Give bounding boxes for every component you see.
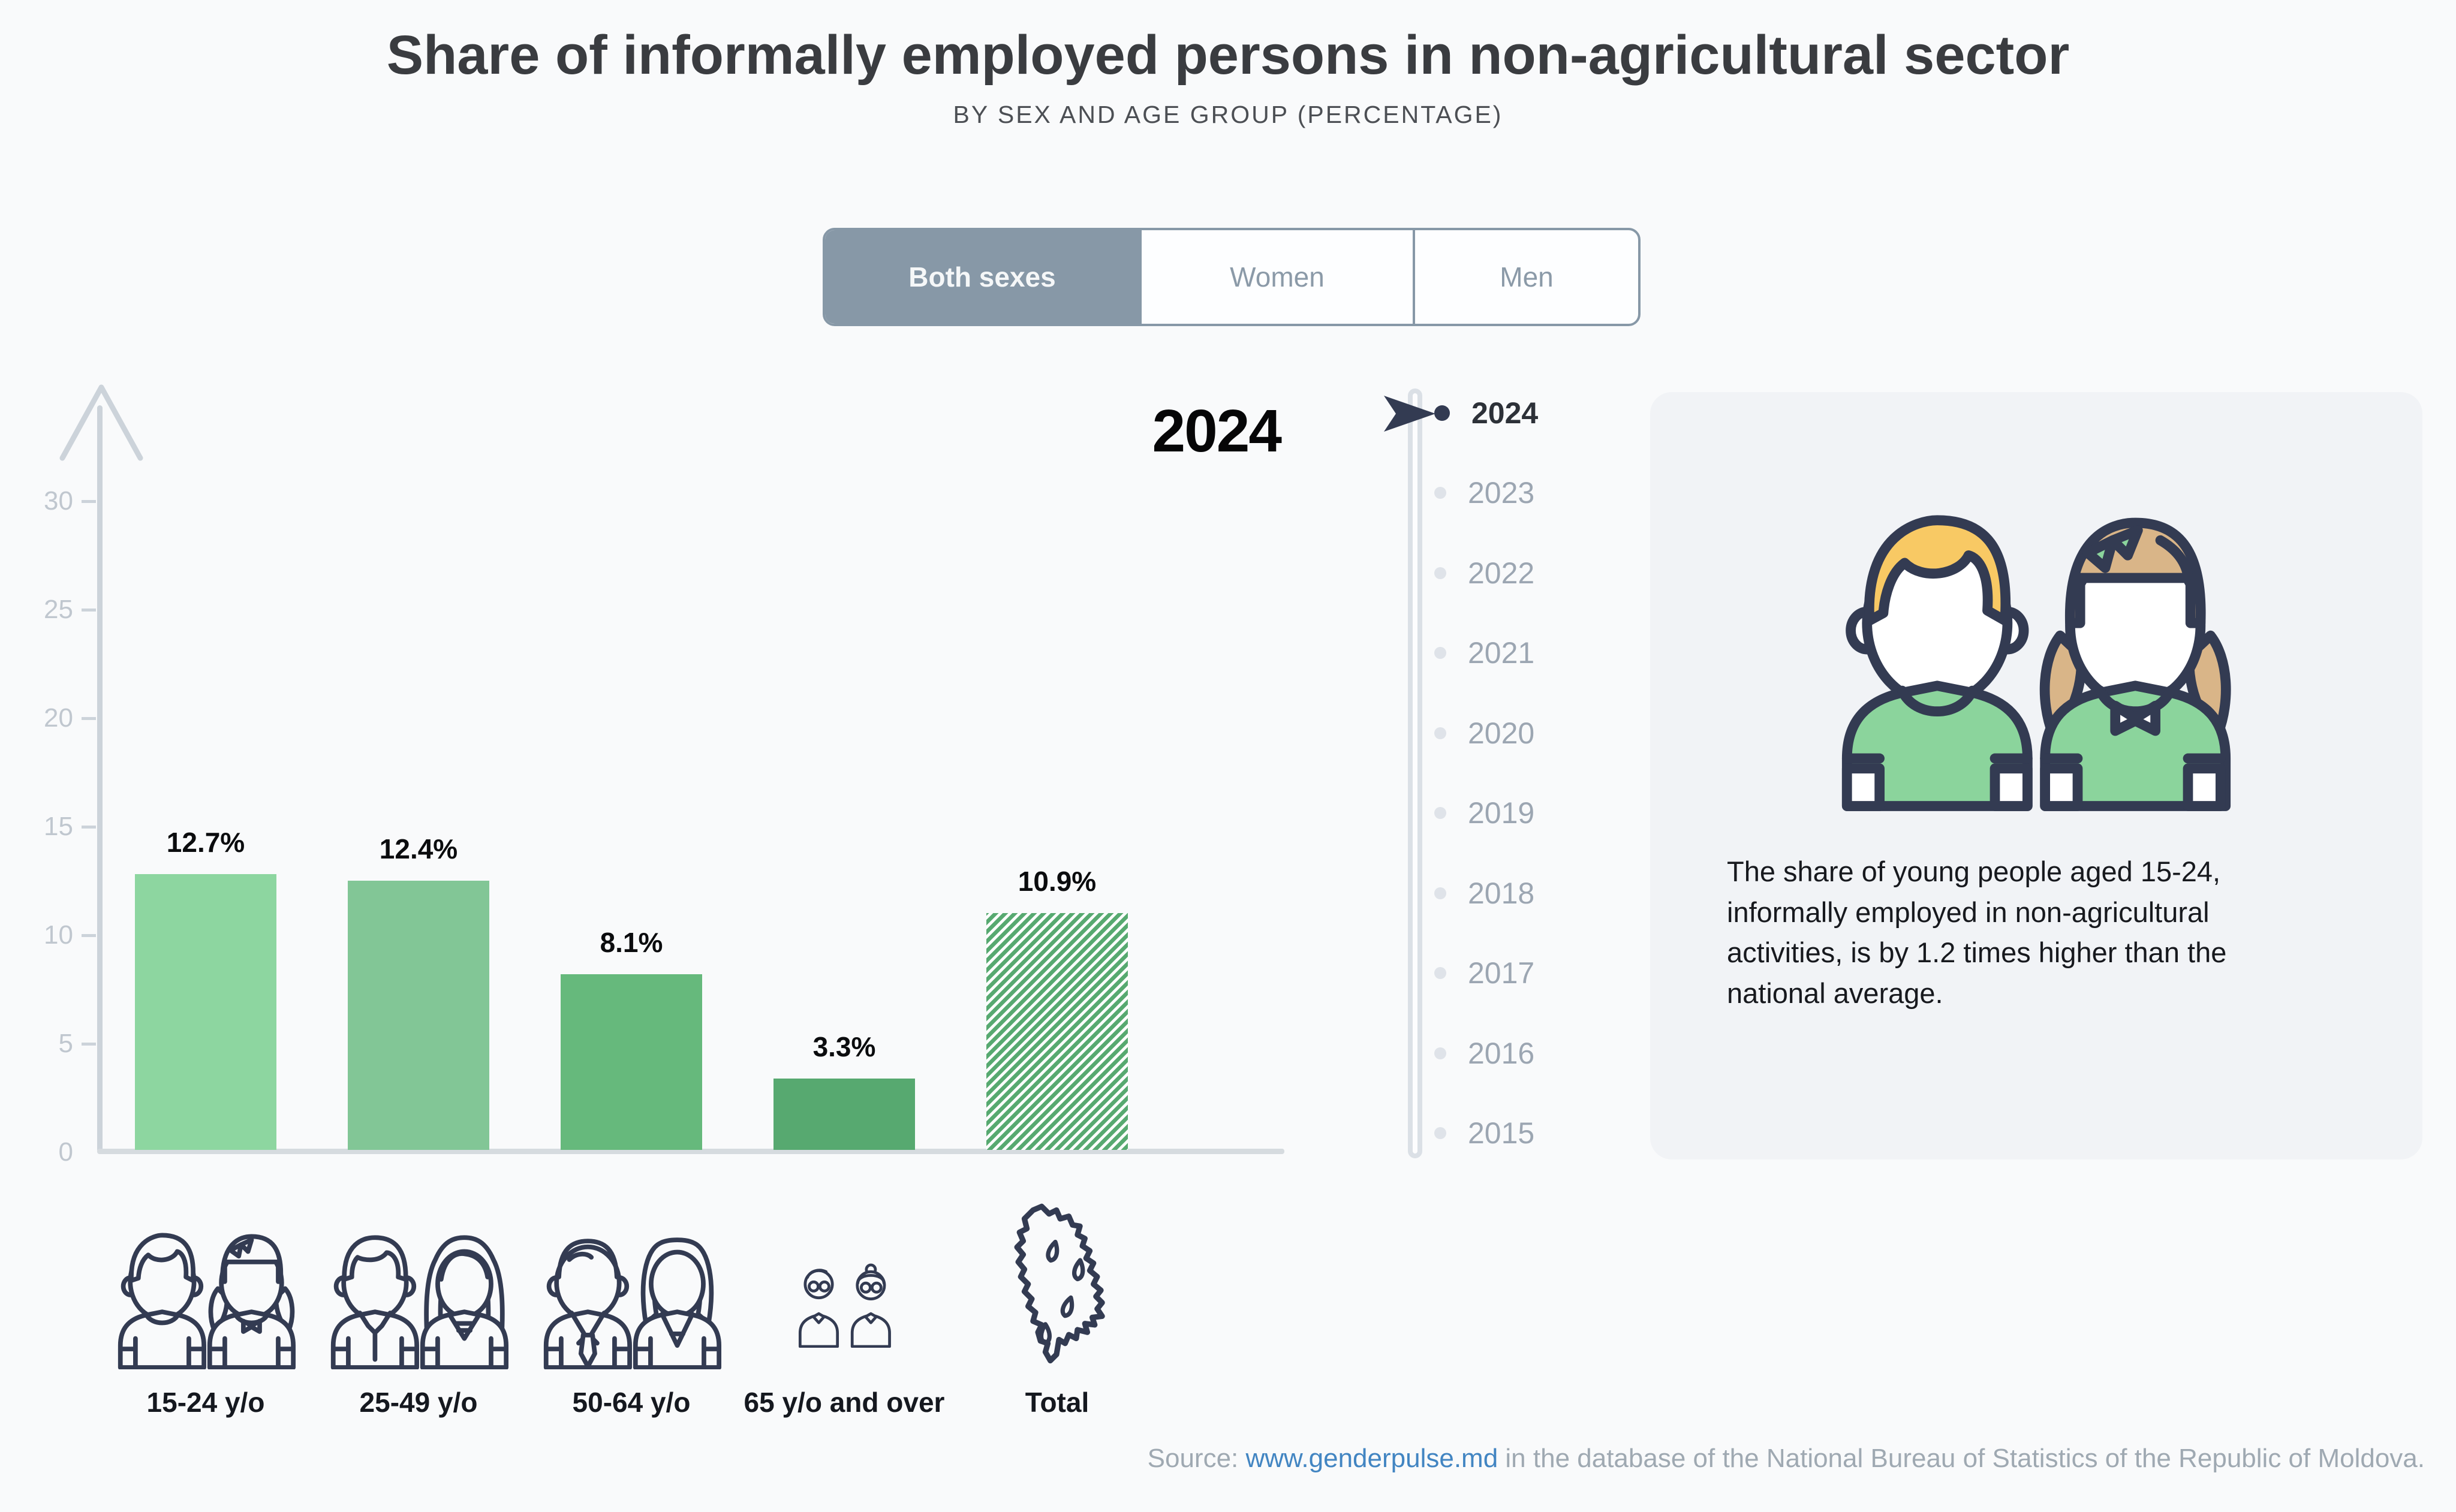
category-label-50-64: 50-64 y/o: [572, 1387, 691, 1418]
adult-pair-icon: [323, 1194, 514, 1369]
year-dot: [1434, 1047, 1446, 1059]
page-subtitle: BY SEX AND AGE GROUP (PERCENTAGE): [953, 101, 1503, 128]
year-dot: [1434, 887, 1446, 899]
elderly-pair-icon: [748, 1194, 940, 1369]
insight-panel: The share of young people aged 15-24, in…: [1650, 392, 2422, 1159]
year-item-2024[interactable]: 2024: [1434, 393, 1538, 433]
category-label-15-24: 15-24 y/o: [146, 1387, 265, 1418]
year-item-2022[interactable]: 2022: [1434, 553, 1534, 594]
year-item-2020[interactable]: 2020: [1434, 713, 1534, 754]
bar-25-49-yo: [348, 881, 489, 1150]
toggle-women[interactable]: Women: [1139, 230, 1413, 324]
year-dot: [1434, 567, 1446, 579]
moldova-map-icon: [961, 1194, 1153, 1369]
year-item-2023[interactable]: 2023: [1434, 472, 1534, 513]
category-label-total: Total: [1025, 1387, 1089, 1418]
y-tick-label: 5: [58, 1029, 73, 1058]
current-year-heading: 2024: [1152, 397, 1282, 465]
insight-text: The share of young people aged 15-24, in…: [1727, 856, 2227, 1010]
y-tick-label: 30: [44, 486, 73, 516]
y-tick-label: 0: [58, 1137, 73, 1167]
bar-value-label: 8.1%: [600, 927, 663, 958]
page-title: Share of informally employed persons in …: [386, 25, 2070, 86]
young-people-illustration: [1841, 515, 2231, 811]
y-axis-line: [97, 405, 103, 1152]
toggle-both-sexes[interactable]: Both sexes: [825, 230, 1139, 324]
bar-15-24-yo: [135, 874, 276, 1150]
y-tick: [82, 500, 96, 503]
y-tick: [82, 934, 96, 937]
year-item-2017[interactable]: 2017: [1434, 953, 1534, 993]
y-tick-label: 10: [44, 920, 73, 950]
year-dot: [1434, 405, 1450, 421]
category-label-25-49: 25-49 y/o: [359, 1387, 478, 1418]
y-tick: [82, 717, 96, 720]
year-dot: [1434, 967, 1446, 979]
bar-total-hatched: [986, 913, 1128, 1150]
y-tick: [82, 609, 96, 612]
y-tick-label: 15: [44, 812, 73, 841]
year-dot: [1434, 1127, 1446, 1139]
toggle-men[interactable]: Men: [1413, 230, 1638, 324]
bar-value-label: 12.7%: [166, 827, 245, 858]
sex-toggle: Both sexes Women Men: [823, 228, 1641, 326]
year-dot: [1434, 647, 1446, 659]
x-axis-line: [97, 1149, 1284, 1154]
source-link[interactable]: www.genderpulse.md: [1245, 1444, 1498, 1473]
y-tick: [82, 826, 96, 829]
category-label-65-over: 65 y/o and over: [744, 1387, 945, 1418]
senior-pair-icon: [535, 1194, 727, 1369]
year-dot: [1434, 727, 1446, 739]
year-item-2016[interactable]: 2016: [1434, 1033, 1534, 1074]
y-tick: [82, 1043, 96, 1046]
year-item-2019[interactable]: 2019: [1434, 793, 1534, 833]
source-line: Source: www.genderpulse.md in the databa…: [1148, 1444, 2425, 1474]
y-tick-label: 20: [44, 703, 73, 733]
timeline-track[interactable]: [1408, 388, 1422, 1158]
bar-value-label: 3.3%: [812, 1031, 876, 1062]
bar-value-label: 10.9%: [1018, 866, 1097, 897]
y-tick-label: 25: [44, 595, 73, 624]
bar-value-label: 12.4%: [379, 833, 458, 865]
year-item-2021[interactable]: 2021: [1434, 632, 1534, 673]
timeline-arrow-icon: [1384, 396, 1435, 432]
young-pair-icon: [110, 1194, 302, 1369]
year-item-2015[interactable]: 2015: [1434, 1113, 1534, 1153]
year-dot: [1434, 487, 1446, 499]
year-dot: [1434, 807, 1446, 819]
y-axis-arrow-icon: [59, 384, 143, 461]
source-prefix: Source:: [1147, 1444, 1246, 1473]
bar-65-and-over: [773, 1079, 915, 1150]
year-item-2018[interactable]: 2018: [1434, 873, 1534, 914]
bar-50-64-yo: [561, 974, 702, 1150]
source-suffix: in the database of the National Bureau o…: [1498, 1444, 2425, 1473]
